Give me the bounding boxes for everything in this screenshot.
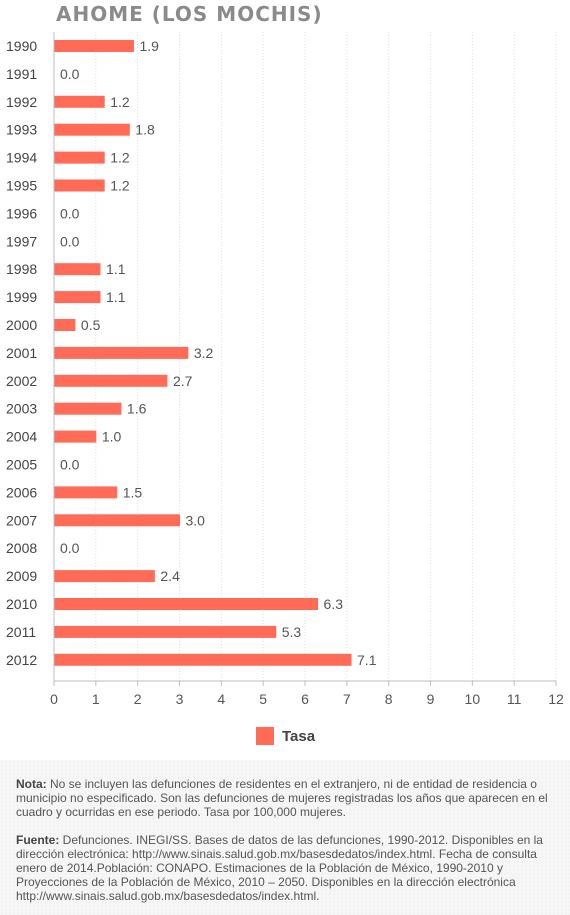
x-tick-label: 1 [92,691,100,707]
x-tick-label: 0 [50,691,58,707]
category-label: 2003 [6,401,37,417]
fuente-label: Fuente: [16,833,60,847]
bar [54,291,101,304]
category-label: 1993 [6,122,37,138]
x-tick-label: 11 [507,691,522,707]
category-label: 2001 [6,345,37,361]
nota-label: Nota: [16,777,47,791]
category-label: 1999 [6,289,37,305]
category-label: 1994 [6,150,37,166]
value-label: 1.2 [110,150,130,166]
category-label: 2009 [6,568,37,584]
fuente-paragraph: Fuente: Defunciones. INEGI/SS. Bases de … [16,833,558,903]
value-label: 3.2 [194,345,214,361]
nota-paragraph: Nota: No se incluyen las defunciones de … [16,777,558,819]
category-label: 1997 [6,233,37,249]
x-tick-label: 8 [385,691,393,707]
value-label: 0.0 [60,540,80,556]
category-label: 2006 [6,484,37,500]
bar [54,514,180,527]
x-tick-label: 3 [176,691,184,707]
bar [54,625,277,638]
category-label: 1992 [6,94,37,110]
bar [54,402,122,415]
value-label: 0.0 [60,233,80,249]
bar [54,40,134,52]
x-tick-label: 5 [259,691,267,707]
value-label: 2.7 [173,373,193,389]
value-label: 1.9 [139,38,159,54]
fuente-text: Defunciones. INEGI/SS. Bases de datos de… [16,833,543,903]
x-tick-label: 12 [548,691,564,707]
category-label: 2000 [6,317,37,333]
value-label: 5.3 [282,624,302,640]
x-tick-label: 6 [301,691,309,707]
bar [54,598,319,610]
category-label: 2004 [6,429,37,445]
legend-label: Tasa [282,727,316,745]
notes-panel: Nota: No se incluyen las defunciones de … [0,760,570,915]
value-label: 1.0 [102,429,122,445]
category-label: 2008 [6,540,37,556]
bar [54,346,189,359]
bar [54,374,168,387]
category-label: 2005 [6,457,37,473]
bar [54,319,76,331]
value-label: 1.8 [135,122,155,138]
bar [54,570,155,583]
value-label: 6.3 [324,596,344,612]
value-label: 1.6 [127,401,147,417]
value-label: 1.2 [110,178,130,194]
value-label: 0.5 [81,317,101,333]
x-tick-label: 2 [134,691,142,707]
value-label: 0.0 [60,457,80,473]
value-label: 1.5 [123,484,143,500]
bar [54,486,118,499]
category-label: 1996 [6,205,37,221]
category-label: 2012 [6,652,37,668]
value-label: 1.2 [110,94,130,110]
legend: Tasa [256,727,315,745]
category-label: 1991 [6,66,37,82]
category-label: 2007 [6,512,37,528]
value-label: 1.1 [106,261,126,277]
category-label: 2011 [6,624,36,640]
chart-title: AHOME (LOS MOCHIS) [56,2,323,26]
nota-text: No se incluyen las defunciones de reside… [16,777,548,819]
bar [54,430,97,443]
value-label: 7.1 [357,652,377,668]
value-label: 1.1 [106,289,126,305]
x-tick-label: 10 [465,691,481,707]
bar [54,95,105,108]
x-tick-label: 4 [217,691,225,707]
bar [54,151,105,164]
category-label: 1998 [6,261,37,277]
value-label: 2.4 [160,568,180,584]
x-tick-label: 7 [343,691,351,707]
category-label: 1990 [6,38,37,54]
bar [54,179,105,192]
bar [54,123,130,136]
bar [54,263,101,276]
category-label: 2010 [6,596,37,612]
x-tick-label: 9 [427,691,435,707]
value-label: 0.0 [60,205,80,221]
value-label: 0.0 [60,66,80,82]
category-label: 1995 [6,178,37,194]
bar [54,653,352,666]
legend-swatch [256,727,274,745]
value-label: 3.0 [186,512,206,528]
category-label: 2002 [6,373,37,389]
